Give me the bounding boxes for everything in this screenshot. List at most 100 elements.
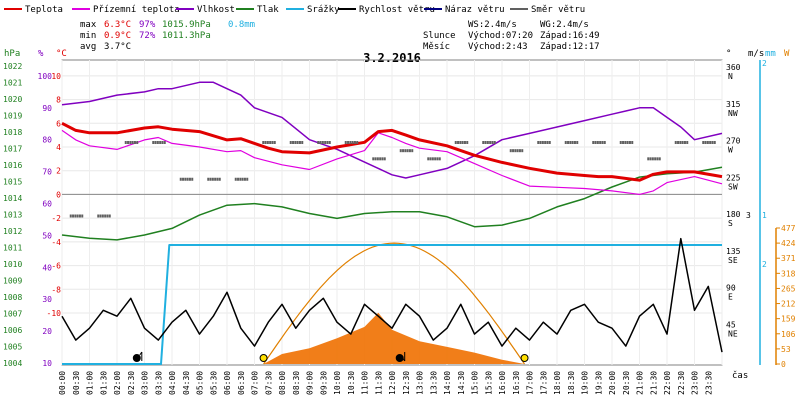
- stat-min-hum: 72%: [139, 31, 156, 41]
- time-tick-label: 08:30: [292, 371, 301, 395]
- wind-dir-point: [679, 141, 681, 144]
- hpa-tick-label: 1013: [3, 211, 22, 220]
- c-tick-label: -10: [47, 309, 62, 318]
- wind-dir-point: [104, 215, 106, 218]
- hpa-tick-label: 1014: [3, 194, 22, 203]
- dir-tick-deg: 135: [726, 247, 741, 256]
- hpa-tick-label: 1004: [3, 359, 22, 368]
- dir-tick-deg: 270: [726, 137, 741, 146]
- wind-dir-point: [705, 141, 707, 144]
- stat-max-temp: 6.3°C: [104, 20, 131, 30]
- c-tick-label: -6: [51, 262, 61, 271]
- wind-dir-point: [675, 141, 677, 144]
- time-tick-label: 23:30: [704, 371, 713, 395]
- wind-dir-point: [407, 149, 409, 152]
- wind-dir-point: [455, 141, 457, 144]
- time-tick-label: 17:30: [539, 371, 548, 395]
- wind-dir-point: [464, 141, 466, 144]
- legend-label: Přízemní teplota: [93, 5, 180, 15]
- weather-chart: Teplota Přízemní teplota Vlhkost Tlak Srážky…: [0, 0, 800, 400]
- wind-dir-point: [654, 157, 656, 160]
- wind-dir-point: [702, 141, 704, 144]
- c-tick-label: -4: [51, 238, 61, 247]
- chart-svg: Teplota Přízemní teplota Vlhkost Tlak Srážky…: [0, 0, 800, 400]
- time-tick-label: 08:00: [278, 371, 287, 395]
- wind-dir-point: [242, 178, 244, 181]
- time-tick-label: 09:00: [306, 371, 315, 395]
- wind-dir-point: [187, 178, 189, 181]
- sunset-marker: [521, 355, 528, 362]
- wind-dir-point: [191, 178, 193, 181]
- wind-dir-point: [627, 141, 629, 144]
- time-tick-label: 22:30: [677, 371, 686, 395]
- wind-dir-point: [100, 215, 102, 218]
- time-tick-label: 17:00: [526, 371, 535, 395]
- dir-tick-deg: 315: [726, 100, 741, 109]
- hpa-tick-label: 1020: [3, 95, 22, 104]
- wind-dir-point: [434, 157, 436, 160]
- wind-dir-point: [320, 141, 322, 144]
- w-tick-label: 265: [781, 284, 796, 293]
- mm-tick-label: 2: [762, 260, 767, 269]
- wind-dir-point: [512, 149, 514, 152]
- hpa-tick-label: 1012: [3, 227, 22, 236]
- wind-dir-point: [601, 141, 603, 144]
- wind-dir-point: [239, 178, 241, 181]
- wind-dir-point: [244, 178, 246, 181]
- dir-tick-name: NW: [728, 109, 738, 118]
- wind-dir-point: [466, 141, 468, 144]
- wind-dir-point: [292, 141, 294, 144]
- hpa-tick-label: 1019: [3, 112, 22, 121]
- dir-tick-name: SW: [728, 182, 738, 191]
- wind-dir-point: [72, 215, 74, 218]
- time-tick-label: 05:30: [209, 371, 218, 395]
- wind-dir-point: [462, 141, 464, 144]
- wind-dir-point: [595, 141, 597, 144]
- legend-label: Tlak: [257, 5, 279, 15]
- wind-dir-point: [381, 157, 383, 160]
- w-tick-label: 106: [781, 330, 796, 339]
- wind-dir-point: [491, 141, 493, 144]
- wind-dir-point: [132, 141, 134, 144]
- wind-dir-point: [375, 157, 377, 160]
- w-tick-label: 0: [781, 360, 786, 369]
- ms-axis-label: m/s: [748, 49, 764, 59]
- info-moon-rise: Východ:2:43: [468, 42, 528, 52]
- wind-dir-point: [356, 141, 358, 144]
- wind-dir-point: [411, 149, 413, 152]
- w-tick-label: 371: [781, 254, 796, 263]
- wind-dir-point: [164, 141, 166, 144]
- wind-dir-point: [106, 215, 108, 218]
- wind-dir-point: [576, 141, 578, 144]
- wind-dir-point: [439, 157, 441, 160]
- info-moon-label: Měsíc: [423, 42, 450, 52]
- wind-dir-point: [102, 215, 104, 218]
- wind-dir-point: [161, 141, 163, 144]
- wind-dir-point: [567, 141, 569, 144]
- stat-max-press: 1015.9hPa: [162, 20, 211, 30]
- wind-dir-point: [537, 141, 539, 144]
- sunrise-marker: [260, 355, 267, 362]
- wind-dir-point: [624, 141, 626, 144]
- hpa-tick-label: 1017: [3, 145, 22, 154]
- w-axis-label: W: [784, 49, 790, 59]
- legend-label: Teplota: [25, 5, 63, 15]
- dir-tick-deg: 225: [726, 173, 741, 182]
- time-tick-label: 18:30: [567, 371, 576, 395]
- c-tick-label: 8: [56, 96, 61, 105]
- stat-min-temp: 0.9°C: [104, 31, 131, 41]
- dir-tick-name: NE: [728, 329, 738, 338]
- stat-min-press: 1011.3hPa: [162, 31, 211, 41]
- wind-dir-point: [482, 141, 484, 144]
- stat-label-min: min: [80, 31, 96, 41]
- hpa-tick-label: 1005: [3, 343, 22, 352]
- hpa-tick-label: 1011: [3, 244, 22, 253]
- wind-dir-point: [136, 141, 138, 144]
- wind-dir-point: [77, 215, 79, 218]
- time-tick-label: 00:30: [72, 371, 81, 395]
- wind-dir-point: [709, 141, 711, 144]
- legend-label: Vlhkost: [197, 5, 235, 15]
- dir-tick-name: N: [728, 72, 733, 81]
- wind-dir-point: [322, 141, 324, 144]
- stat-label-max: max: [80, 20, 97, 30]
